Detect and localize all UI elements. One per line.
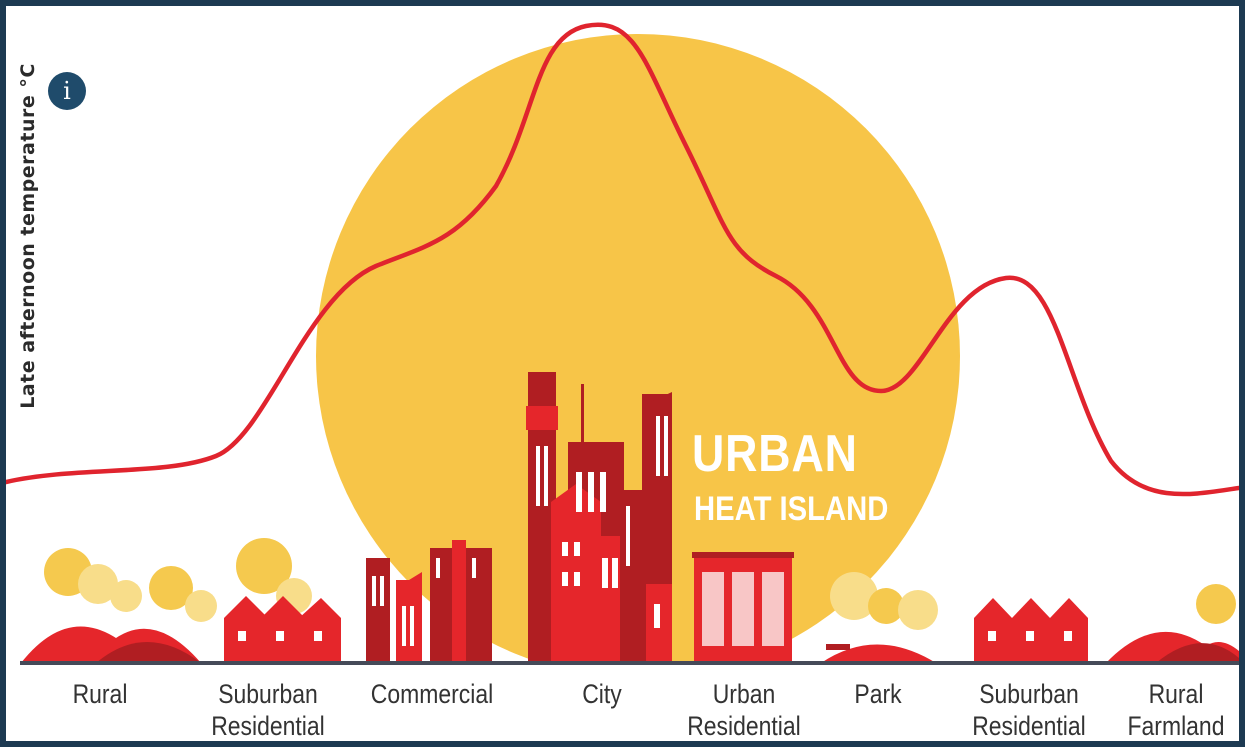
zone-label-suburban-residential: Suburban Residential xyxy=(211,679,325,741)
temperature-curve xyxy=(6,22,1239,497)
zone-label-city: City xyxy=(582,679,622,709)
zone-label-rural-farmland: Rural Farmland xyxy=(1127,679,1225,741)
title-heat-island: HEAT ISLAND xyxy=(694,490,889,528)
zone-label-commercial: Commercial xyxy=(370,679,494,709)
info-button[interactable]: i xyxy=(48,72,86,110)
ground-fill xyxy=(6,663,1239,741)
park-trees xyxy=(821,572,938,663)
zone-label-suburban-residential-2: Suburban Residential xyxy=(972,679,1086,741)
title-urban: URBAN xyxy=(692,425,858,483)
diagram-frame: Late afternoon temperature °C i xyxy=(6,6,1239,741)
rural-scene xyxy=(21,548,217,663)
zone-label-park: Park xyxy=(854,679,902,709)
zone-label-urban-residential: Urban Residential xyxy=(687,679,801,741)
suburban-houses-1 xyxy=(224,538,341,663)
sun xyxy=(316,34,960,678)
city-skyline xyxy=(526,372,672,663)
commercial-buildings xyxy=(366,540,492,663)
heat-island-scene xyxy=(6,22,1239,741)
ground-line xyxy=(20,661,1239,665)
info-icon: i xyxy=(63,77,71,105)
suburban-houses-2 xyxy=(974,598,1088,663)
zone-label-rural: Rural xyxy=(72,679,128,709)
urban-residential-buildings xyxy=(692,552,794,663)
farmland-scene xyxy=(1106,584,1239,663)
